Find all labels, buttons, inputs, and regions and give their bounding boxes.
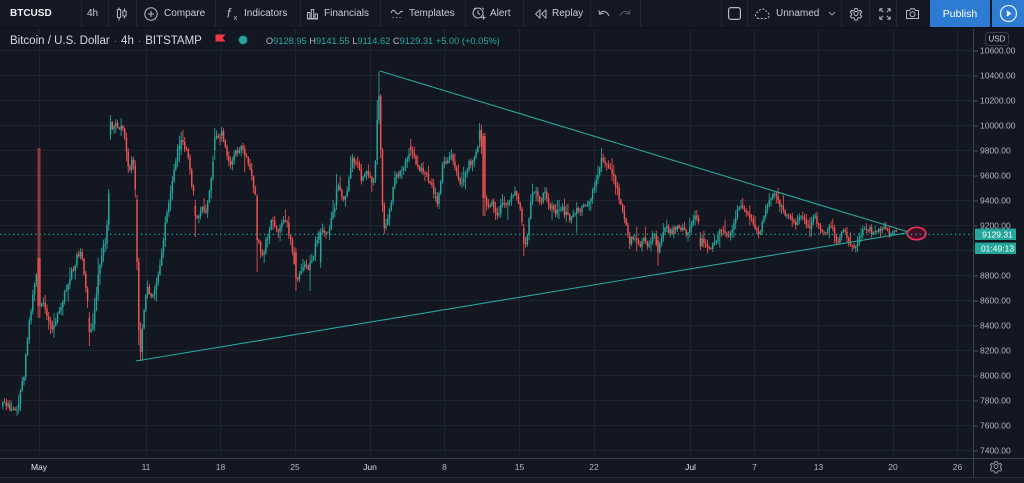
- svg-text:11: 11: [142, 462, 151, 472]
- svg-text:22: 22: [589, 462, 599, 472]
- svg-text:7600.00: 7600.00: [980, 421, 1011, 431]
- svg-text:01:49:13: 01:49:13: [981, 243, 1014, 253]
- svg-text:Jul: Jul: [685, 462, 696, 472]
- svg-text:9600.00: 9600.00: [980, 171, 1011, 181]
- svg-text:15: 15: [515, 462, 525, 472]
- svg-text:8: 8: [442, 462, 447, 472]
- svg-text:8400.00: 8400.00: [980, 321, 1011, 331]
- svg-text:8600.00: 8600.00: [980, 296, 1011, 306]
- svg-text:8200.00: 8200.00: [980, 346, 1011, 356]
- svg-text:8000.00: 8000.00: [980, 371, 1011, 381]
- svg-text:7400.00: 7400.00: [980, 446, 1011, 456]
- svg-text:USD: USD: [989, 35, 1006, 44]
- svg-text:26: 26: [953, 462, 963, 472]
- svg-text:10000.00: 10000.00: [980, 121, 1016, 131]
- svg-text:25: 25: [290, 462, 300, 472]
- svg-text:9400.00: 9400.00: [980, 196, 1011, 206]
- svg-text:8800.00: 8800.00: [980, 271, 1011, 281]
- svg-text:7800.00: 7800.00: [980, 396, 1011, 406]
- svg-text:May: May: [31, 462, 48, 472]
- svg-text:9129.31: 9129.31: [982, 229, 1013, 239]
- svg-text:f: f: [227, 7, 232, 21]
- svg-text:18: 18: [216, 462, 226, 472]
- svg-text:9200.00: 9200.00: [980, 221, 1011, 231]
- svg-text:9800.00: 9800.00: [980, 146, 1011, 156]
- svg-text:7: 7: [752, 462, 757, 472]
- svg-text:Jun: Jun: [363, 462, 377, 472]
- svg-text:10600.00: 10600.00: [980, 46, 1016, 56]
- svg-text:13: 13: [814, 462, 824, 472]
- svg-text:10200.00: 10200.00: [980, 96, 1016, 106]
- svg-text:x: x: [234, 13, 238, 21]
- svg-text:20: 20: [888, 462, 898, 472]
- svg-text:10400.00: 10400.00: [980, 71, 1016, 81]
